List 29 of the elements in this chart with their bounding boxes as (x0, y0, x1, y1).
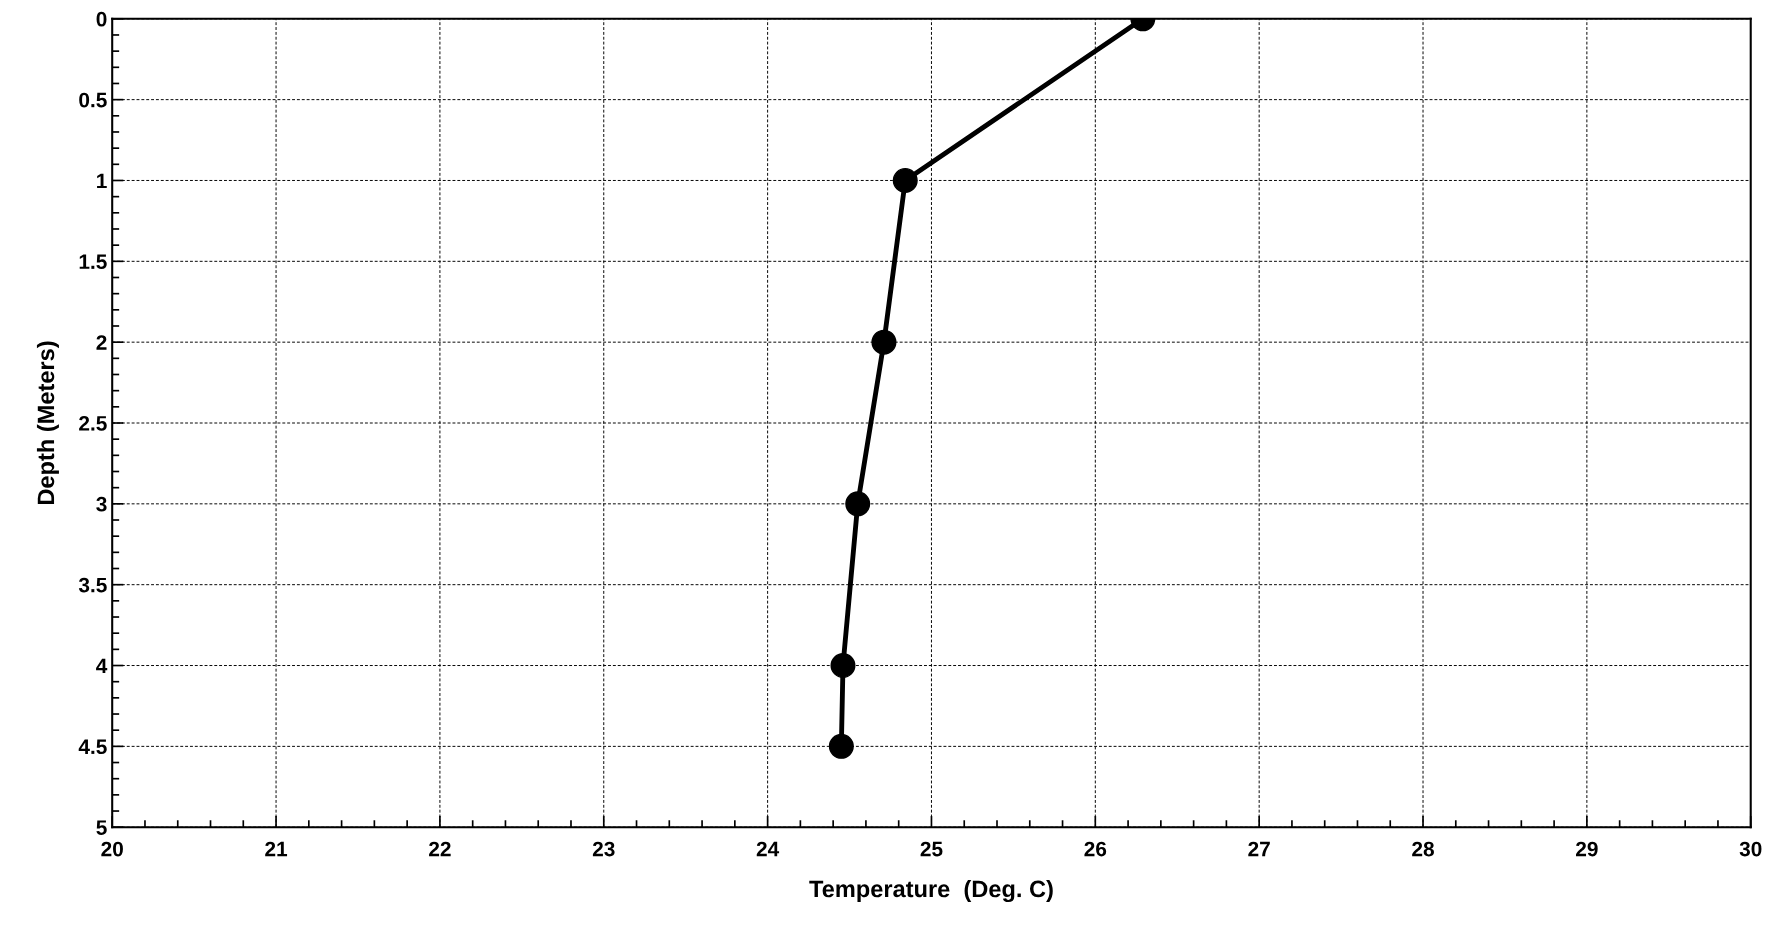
x-tick-label: 30 (1739, 841, 1762, 857)
x-axis-title: Temperature (Deg. C) (809, 879, 1053, 903)
x-tick-label: 21 (265, 841, 288, 857)
y-tick-label: 2.5 (79, 416, 107, 431)
x-tick-label: 23 (592, 841, 615, 857)
point (892, 167, 918, 193)
y-tick-label: 4 (96, 658, 108, 674)
x-tick-label: 28 (1412, 841, 1434, 857)
x-tick-label: 27 (1248, 841, 1270, 857)
x-tick-label: 20 (101, 841, 123, 857)
x-tick-label: 24 (756, 841, 780, 857)
point (828, 733, 854, 759)
y-tick-label: 1 (97, 173, 107, 189)
point (845, 491, 871, 517)
x-tick-label: 25 (920, 841, 943, 857)
y-tick-label: 0 (96, 11, 107, 27)
y-tick-label: 1.5 (79, 254, 107, 270)
x-tick-label: 26 (1084, 841, 1107, 857)
point (830, 653, 856, 679)
y-tick-label: 5 (96, 820, 107, 835)
y-tick-label: 3.5 (78, 577, 107, 593)
y-tick-label: 2 (96, 335, 107, 350)
point (871, 329, 897, 355)
y-tick-label: 4.5 (78, 739, 107, 755)
y-tick-label: 0.5 (79, 92, 107, 108)
x-tick-label: 29 (1576, 841, 1598, 857)
y-tick-label: 3 (96, 496, 107, 512)
x-tick-label: 22 (429, 841, 451, 857)
y-axis-title: Depth (Meters) (36, 341, 59, 505)
